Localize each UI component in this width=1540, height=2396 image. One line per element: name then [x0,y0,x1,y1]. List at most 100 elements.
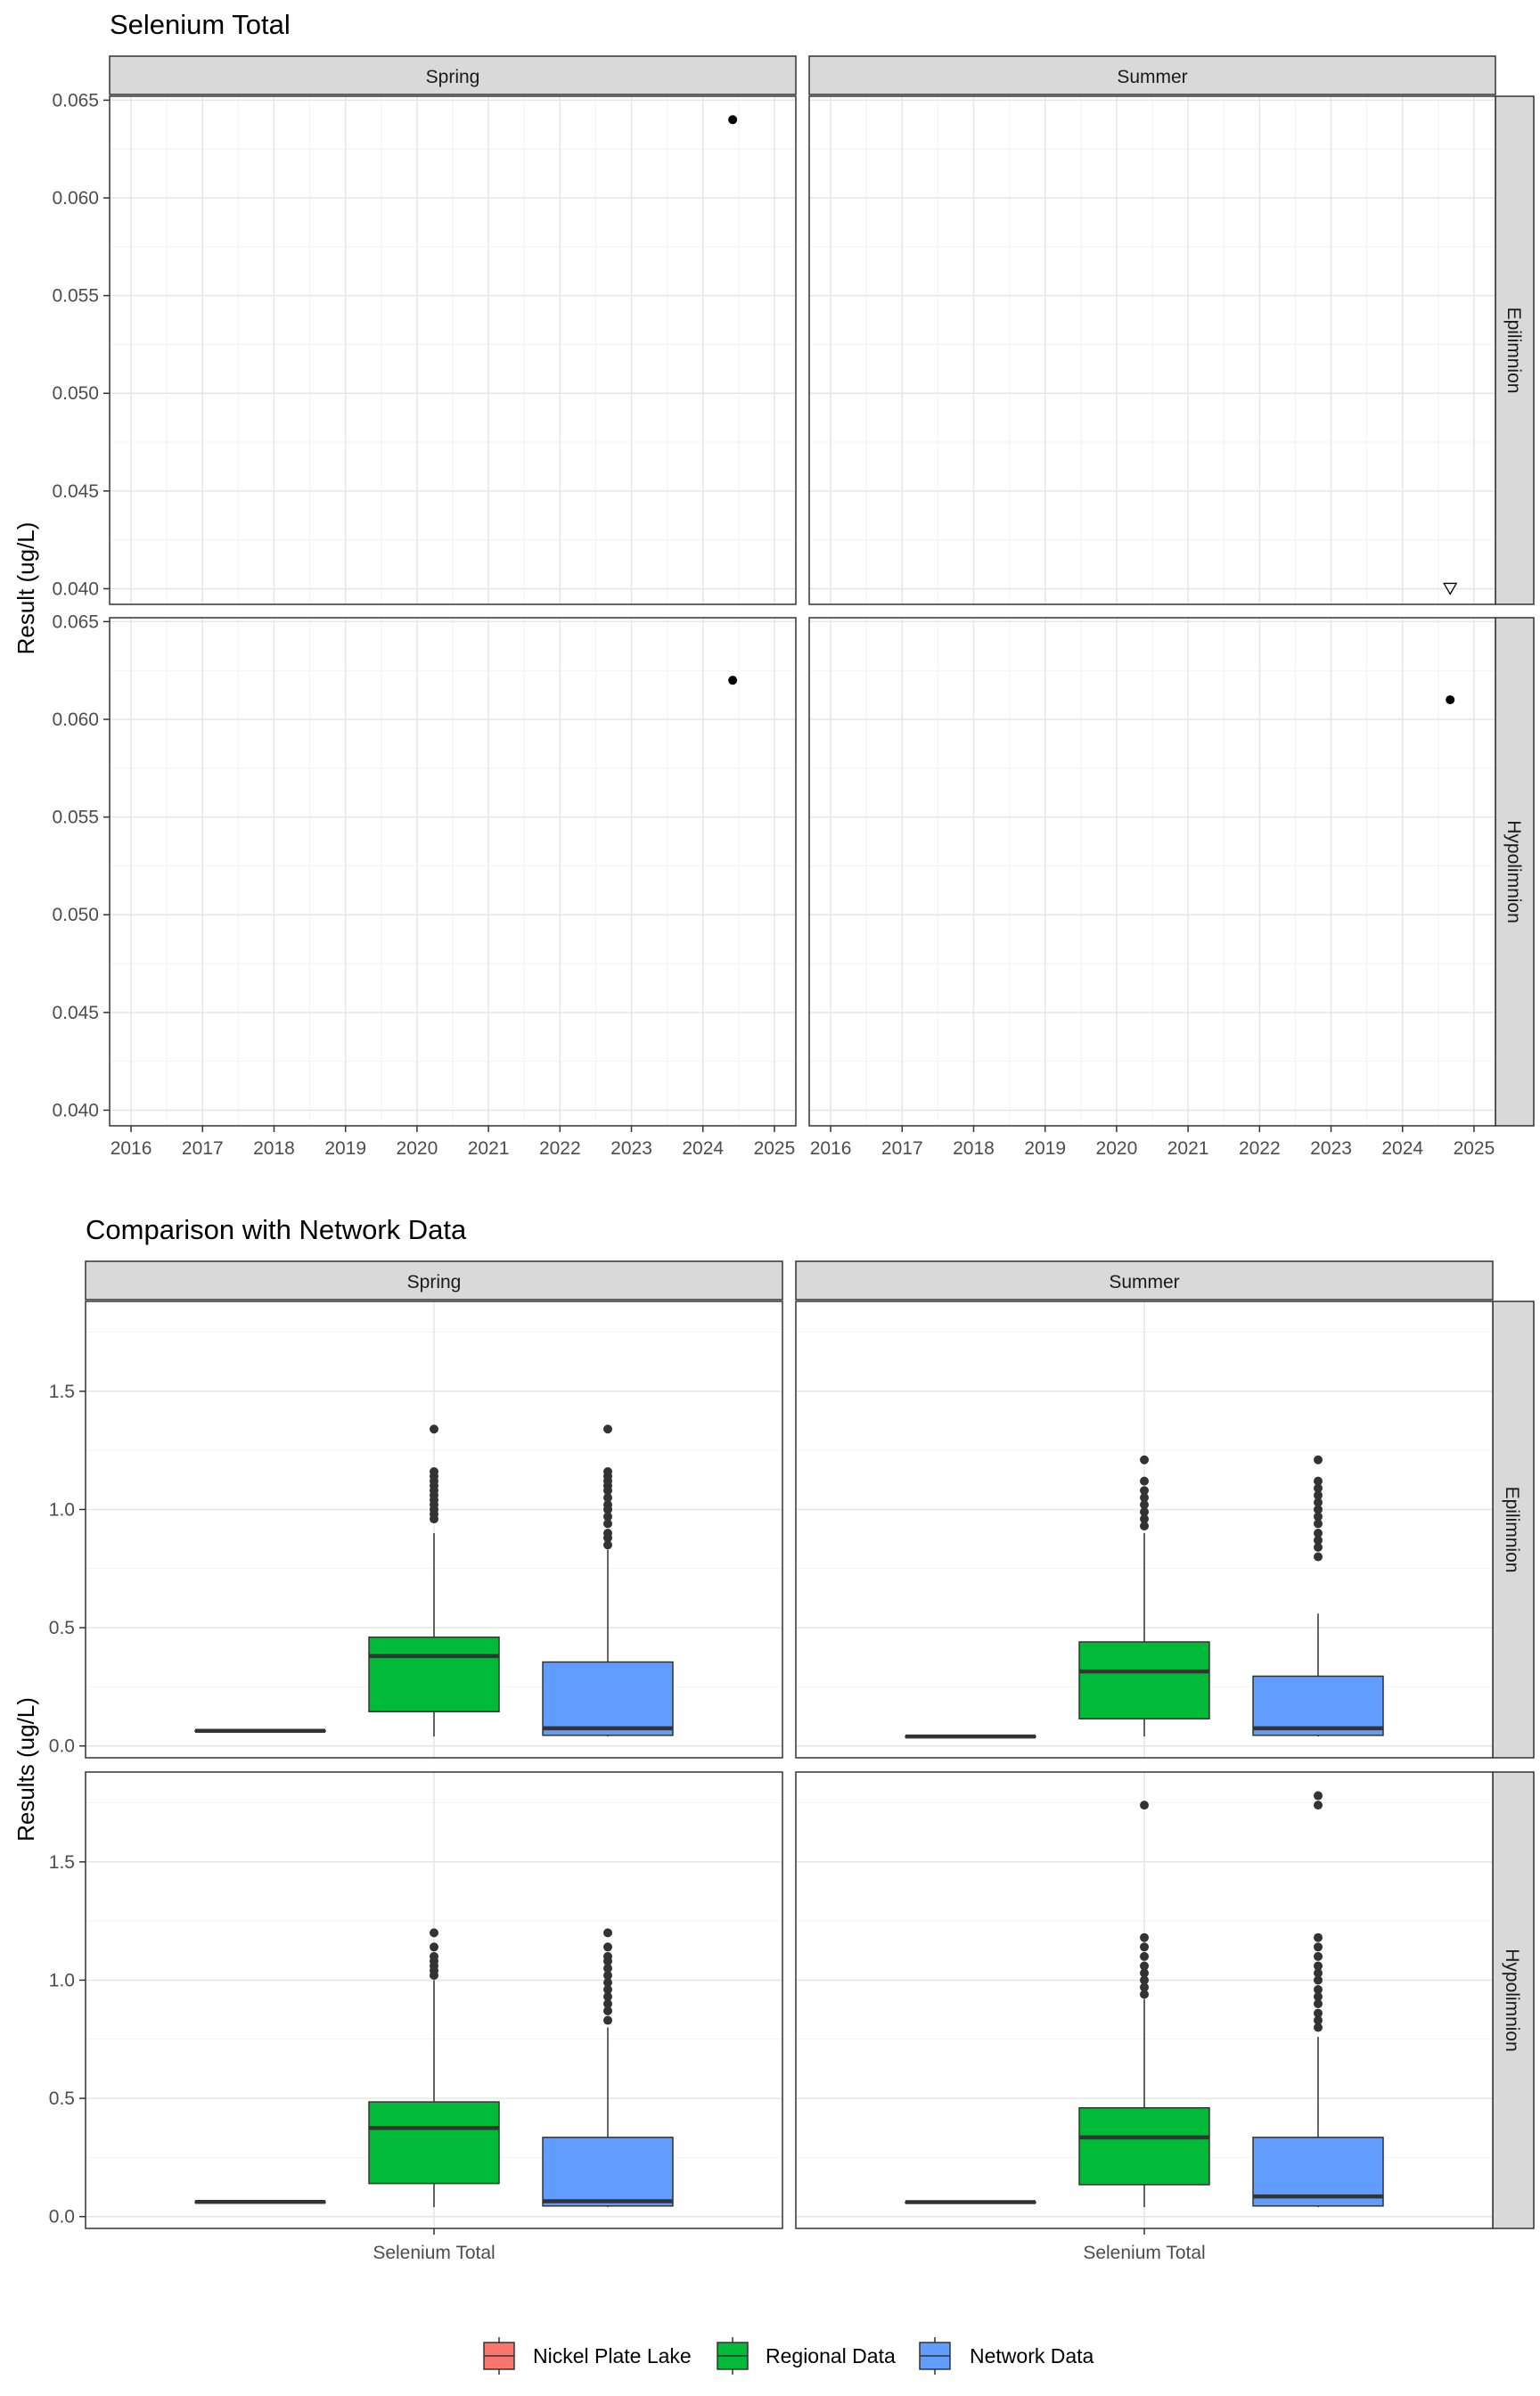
outlier-point [603,2006,612,2015]
outlier-point [603,1424,612,1434]
outlier-point [603,1512,612,1522]
outlier-point [1314,1552,1323,1562]
box-network-data [1252,1791,1384,2208]
x-tick-label: 2019 [1024,1138,1066,1159]
x-tick-label: 2018 [253,1138,295,1159]
outlier-point [1140,1990,1149,1999]
panel-summer-hypolimnion: 2016 2017 2018 2019 2020 2021 2022 2023 2024 2025 [808,617,1496,1159]
box-body [542,2137,674,2207]
outlier-point [1140,1801,1149,1810]
outlier-point [1314,1985,1323,1995]
strip-bottom-summer-label: Summer [1109,1272,1179,1292]
y-tick-label: 0.065 [52,90,99,111]
outlier-point [1314,1490,1323,1500]
outlier-point [1314,2023,1323,2032]
outlier-point [603,1519,612,1529]
x-tick-label: 2024 [1381,1138,1423,1159]
strip-bottom-spring [85,1260,783,1301]
outlier-point [1314,1476,1323,1486]
outlier-point [603,1978,612,1988]
x-tick-label: 2021 [468,1138,510,1159]
bottom-chart-facet-strips: Spring Summer Epilimnion Hypolimnion [85,1260,1535,2229]
top-chart-y-axis-label: Result (ug/L) [12,522,39,655]
top-chart-facet-strips: Spring Summer Epilimnion Hypolimnion [109,55,1535,1127]
x-tick-label: 2025 [1454,1138,1495,1159]
box-body [368,1636,500,1713]
box-network-data [542,1928,674,2208]
outlier-point [1140,1476,1149,1486]
outlier-point [1140,1961,1149,1971]
x-tick-label: 2023 [610,1138,652,1159]
y-tick-label: 0.065 [52,611,99,632]
box-network-data [542,1424,674,1737]
strip-top-epilimnion-label: Epilimnion [1503,308,1524,394]
outlier-point [1314,1542,1323,1552]
x-tick-label: 2020 [397,1138,438,1159]
outlier-point [1140,1486,1149,1496]
strip-top-hypolimnion [1495,617,1535,1127]
panel-border [109,95,797,605]
outlier-point [603,2015,612,2025]
strip-bottom-epilimnion-label: Epilimnion [1502,1487,1522,1573]
bottom-chart-panels: 0.0 0.5 1.0 1.5 0.0 0.5 1.0 1.5 [49,1301,1494,2229]
strip-bottom-hypolimnion-label: Hypolimnion [1502,1949,1522,2052]
x-tick-label: 2018 [953,1138,995,1159]
panel-border [795,1301,1494,1759]
panel-summer-epilimnion [795,1301,1494,1759]
box-body [1078,1641,1210,1719]
box-regional-data [368,1424,500,1737]
outlier-point [1314,1483,1323,1493]
panel-border [808,617,1496,1127]
box-nickel-plate-lake [905,1734,1036,1739]
box-nickel-plate-lake [194,2200,326,2204]
legend-label-regional-data: Regional Data [766,2344,896,2367]
x-tick-label: 2023 [1310,1138,1352,1159]
outlier-point [1314,1528,1323,1538]
outlier-point [1140,1522,1149,1531]
y-tick-label: 0.0 [49,1736,75,1757]
strip-top-spring-label: Spring [426,67,480,87]
strip-bottom-hypolimnion [1492,1771,1535,2229]
y-tick-label: 0.055 [52,808,99,828]
panel-summer-epilimnion [808,95,1496,605]
x-tick-label-spring: Selenium Total [373,2243,495,2263]
outlier-point [1140,1982,1149,1992]
panel-spring-epilimnion: 0.0 0.5 1.0 1.5 [49,1301,783,1759]
data-point [1446,695,1455,705]
outlier-point [1314,1961,1323,1971]
y-tick-label: 0.050 [52,905,99,925]
panel-border [808,95,1496,605]
panel-spring-epilimnion: 0.040 0.045 0.050 0.055 0.060 0.065 [52,90,797,605]
y-tick-label: 0.055 [52,286,99,307]
top-chart: Selenium Total Result (ug/L) Spring Summ… [12,9,1535,1159]
data-point [728,676,738,685]
outlier-point [430,1467,438,1477]
outlier-point [603,1985,612,1995]
outlier-point [1314,1942,1323,1952]
y-tick-label: 1.5 [49,1852,75,1873]
legend-item-network-data: Network Data [919,2337,1094,2375]
panel-border [109,617,797,1127]
outlier-point [603,1951,612,1961]
outlier-point [603,1971,612,1981]
x-tick-label: 2024 [682,1138,724,1159]
x-tick-label: 2016 [810,1138,852,1159]
box-regional-data [1078,1801,1210,2208]
top-chart-title: Selenium Total [110,9,291,40]
strip-top-summer-label: Summer [1117,67,1187,87]
y-tick-label: 0.0 [49,2207,75,2228]
top-chart-panels: 0.040 0.045 0.050 0.055 0.060 0.065 0.040 0.045… [52,90,1496,1159]
outlier-point [1314,1505,1323,1514]
y-tick-label: 0.060 [52,188,99,209]
outlier-point [1314,1498,1323,1507]
outlier-point [1314,1512,1323,1522]
outlier-point [1140,1975,1149,1985]
outlier-point [430,1951,438,1961]
outlier-point [603,1992,612,2002]
bottom-chart: Comparison with Network Data Results (ug… [12,1214,1535,2263]
legend-label-network-data: Network Data [970,2344,1094,2367]
outlier-point [1314,1791,1323,1801]
bottom-chart-title: Comparison with Network Data [86,1214,467,1245]
box-regional-data [1078,1455,1210,1737]
